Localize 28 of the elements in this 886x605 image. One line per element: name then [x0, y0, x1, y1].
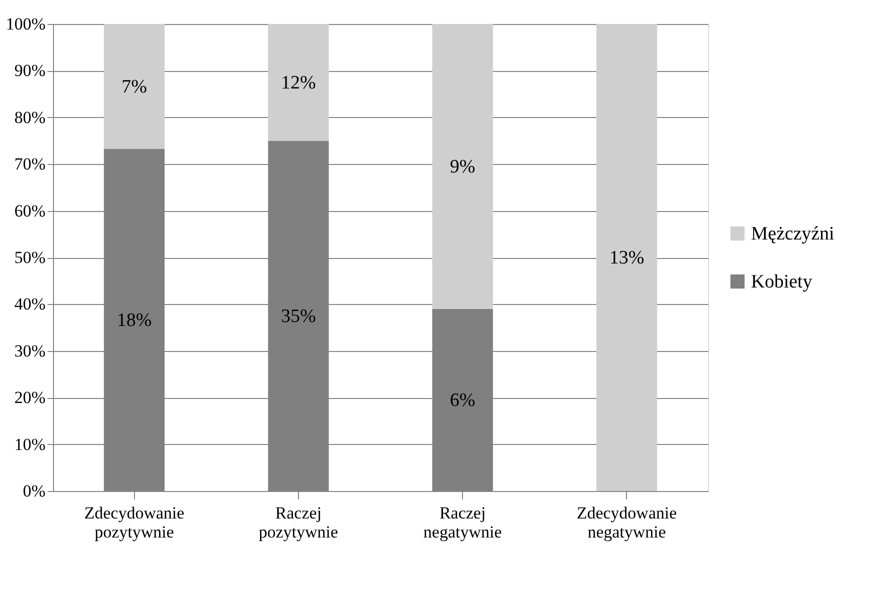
y-tick-label: 10% — [14, 434, 46, 454]
y-tick-label: 60% — [14, 201, 46, 220]
x-tick-label: Zdecydowanie negatywnie — [576, 504, 677, 542]
y-tick-label: 20% — [14, 388, 46, 408]
annotation: 9% — [450, 156, 476, 178]
bar — [596, 24, 658, 491]
annotation: 18% — [116, 310, 152, 331]
y-tick-label: 30% — [14, 341, 46, 360]
y-tick-label: 100% — [6, 14, 46, 34]
annotation: 35% — [281, 306, 316, 327]
annotation: 6% — [450, 390, 476, 411]
legend-label: Kobiety — [751, 272, 813, 292]
y-tick-label: 50% — [14, 248, 46, 267]
x-tick-label: Zdecydowanie pozytywnie — [84, 504, 184, 542]
x-tick-label: Raczej negatywnie — [423, 504, 502, 542]
annotation: 7% — [122, 76, 148, 98]
y-tick-label: 90% — [14, 61, 46, 80]
bar — [104, 24, 165, 149]
annotation: 12% — [281, 72, 316, 94]
annotation: 13% — [609, 248, 644, 268]
y-tick-label: 40% — [14, 294, 46, 314]
y-tick-label: 70% — [14, 154, 46, 174]
y-tick-label: 80% — [14, 108, 46, 127]
bar — [432, 24, 493, 309]
bar — [268, 24, 329, 141]
legend-label: Mężczyźni — [751, 224, 834, 244]
y-tick-label: 0% — [22, 482, 46, 500]
x-tick-label: Raczej pozytywnie — [258, 504, 338, 542]
